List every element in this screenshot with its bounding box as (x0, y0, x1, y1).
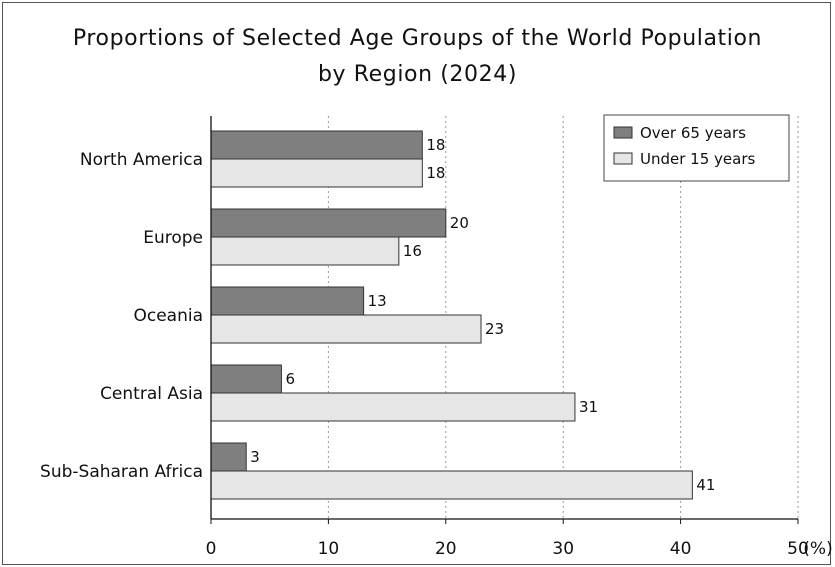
x-tick-label: 50 (787, 539, 809, 559)
data-label: 3 (250, 448, 260, 466)
legend-label: Under 15 years (640, 150, 755, 168)
bar (210, 314, 482, 344)
legend-label: Over 65 years (640, 124, 746, 142)
data-label: 18 (426, 136, 445, 154)
bar (210, 392, 576, 422)
chart-title-line-2: by Region (2024) (317, 62, 518, 87)
bar (210, 208, 447, 238)
bar (210, 286, 365, 316)
legend-swatch (613, 152, 633, 165)
bar (210, 470, 693, 500)
legend-swatch (613, 126, 633, 139)
data-label: 13 (368, 292, 387, 310)
bar (210, 364, 282, 394)
x-tick-label: 10 (318, 539, 340, 559)
x-tick-label: 30 (552, 539, 574, 559)
data-label: 23 (485, 320, 504, 338)
bar (210, 236, 400, 266)
category-label: Oceania (133, 306, 203, 326)
category-label: Central Asia (100, 384, 203, 404)
x-unit-label: (%) (803, 539, 832, 559)
data-label: 18 (426, 164, 445, 182)
data-label: 20 (450, 214, 469, 232)
data-label: 6 (285, 370, 295, 388)
x-tick-label: 0 (206, 539, 217, 559)
bar (210, 442, 247, 472)
data-label: 16 (403, 242, 422, 260)
category-label: Europe (143, 228, 203, 248)
data-label: 41 (696, 476, 715, 494)
legend-box (603, 114, 790, 182)
category-label: North America (80, 150, 203, 170)
x-tick-label: 20 (435, 539, 457, 559)
chart-title-line-1: Proportions of Selected Age Groups of th… (72, 26, 763, 51)
x-tick-label: 40 (670, 539, 692, 559)
data-label: 31 (579, 398, 598, 416)
bar (210, 158, 423, 188)
bar (210, 130, 423, 160)
category-label: Sub-Saharan Africa (40, 462, 203, 482)
